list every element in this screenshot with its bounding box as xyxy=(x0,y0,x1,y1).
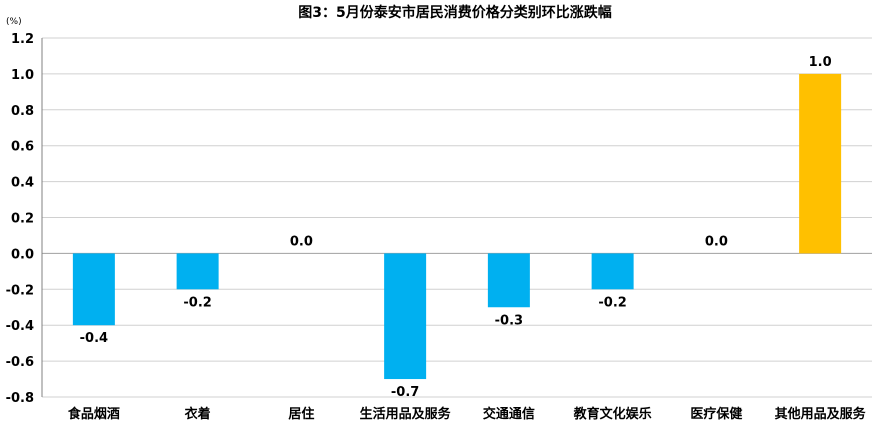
data-label: -0.3 xyxy=(495,313,523,328)
y-tick-label: -0.8 xyxy=(6,391,34,406)
y-tick-label: 0.6 xyxy=(11,140,34,155)
data-label: 0.0 xyxy=(705,234,728,249)
bar-4 xyxy=(384,253,427,380)
gridlines xyxy=(41,37,872,398)
bar-5 xyxy=(487,253,530,308)
y-tick-label: 0.2 xyxy=(11,212,34,227)
category-label: 医疗保健 xyxy=(690,406,742,422)
y-tick-label: 1.0 xyxy=(11,68,34,83)
bar-6 xyxy=(591,253,634,290)
category-label: 其他用品及服务 xyxy=(775,406,867,422)
data-labels: -0.4 -0.2 0.0 -0.7 -0.3 -0.2 0.0 1.0 xyxy=(80,55,832,400)
bar-8 xyxy=(799,73,842,254)
category-label: 教育文化娱乐 xyxy=(573,406,652,422)
bar-1 xyxy=(72,253,115,326)
y-tick-label: 0.4 xyxy=(11,176,34,191)
y-tick-label: 1.2 xyxy=(11,32,34,47)
y-tick-label: 0.0 xyxy=(11,247,34,262)
data-label: -0.7 xyxy=(391,385,419,400)
x-axis-categories: 食品烟酒 衣着 居住 生活用品及服务 交通通信 教育文化娱乐 医疗保健 其他用品及服务 xyxy=(68,406,867,422)
chart-title: 图3：5月份泰安市居民消费价格分类别环比涨跌幅 xyxy=(298,4,611,21)
data-label: 1.0 xyxy=(809,55,832,70)
y-axis-unit: (%) xyxy=(6,17,22,27)
y-axis-ticks: 1.2 1.0 0.8 0.6 0.4 0.2 0.0 -0.2 -0.4 -0.6 -0.8 xyxy=(6,32,34,406)
category-label: 交通通信 xyxy=(483,406,535,422)
category-label: 生活用品及服务 xyxy=(360,406,452,422)
category-label: 衣着 xyxy=(185,406,211,422)
y-tick-label: 0.8 xyxy=(11,104,34,119)
y-tick-label: -0.4 xyxy=(6,319,34,334)
category-label: 食品烟酒 xyxy=(68,406,120,422)
bar-2 xyxy=(176,253,219,290)
category-label: 居住 xyxy=(288,406,314,422)
data-label: -0.2 xyxy=(183,295,211,310)
bars xyxy=(72,73,842,380)
y-tick-label: -0.6 xyxy=(6,355,34,370)
data-label: -0.4 xyxy=(80,331,108,346)
data-label: -0.2 xyxy=(598,295,626,310)
y-tick-label: -0.2 xyxy=(6,283,34,298)
data-label: 0.0 xyxy=(290,234,313,249)
